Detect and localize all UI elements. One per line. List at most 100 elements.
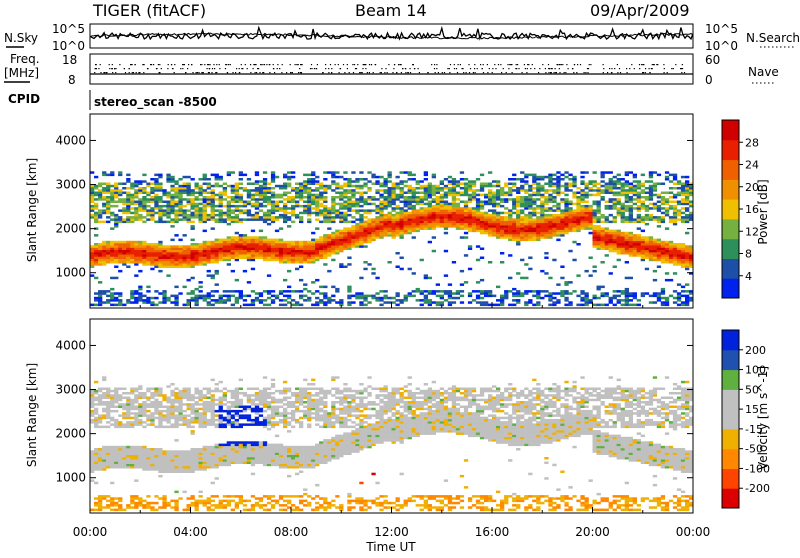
- power-cell: [331, 212, 335, 215]
- power-cell: [388, 214, 392, 217]
- power-cell: [629, 196, 633, 199]
- power-cell: [199, 212, 203, 215]
- power-cell: [351, 245, 355, 248]
- power-cell: [464, 207, 468, 210]
- power-cell: [315, 239, 319, 242]
- power-cell: [199, 250, 203, 253]
- power-cell: [247, 178, 251, 181]
- power-cell: [528, 214, 532, 217]
- power-cell: [134, 261, 138, 264]
- power-cell: [400, 180, 404, 183]
- power-cell: [299, 212, 303, 215]
- power-cell: [110, 259, 114, 262]
- power-cell: [657, 250, 661, 253]
- power-cell: [219, 212, 223, 215]
- power-cell: [524, 277, 528, 280]
- power-cell: [560, 232, 564, 235]
- power-cell: [379, 227, 383, 230]
- power-cell: [492, 230, 496, 233]
- power-cell: [170, 225, 174, 228]
- power-cell: [227, 299, 231, 302]
- power-cell: [392, 227, 396, 230]
- power-cell: [464, 192, 468, 195]
- power-cell: [339, 216, 343, 219]
- velocity-cell: [110, 446, 114, 449]
- power-cell: [219, 250, 223, 253]
- power-cell: [114, 243, 118, 246]
- nave-dot: [279, 68, 280, 69]
- power-cell: [331, 252, 335, 255]
- power-cell: [593, 212, 597, 215]
- power-cell: [275, 207, 279, 210]
- power-cell: [564, 297, 568, 300]
- power-cell: [580, 297, 584, 300]
- velocity-cell: [134, 408, 138, 411]
- power-cell: [239, 221, 243, 224]
- power-cell: [440, 290, 444, 293]
- power-cell: [271, 171, 275, 174]
- power-cell: [589, 218, 593, 221]
- power-cell: [400, 230, 404, 233]
- power-cell: [207, 183, 211, 186]
- power-cell: [388, 174, 392, 177]
- power-cell: [162, 214, 166, 217]
- power-cell: [468, 225, 472, 228]
- power-cell: [271, 290, 275, 293]
- power-cell: [251, 299, 255, 302]
- power-cell: [355, 239, 359, 242]
- power-cell: [178, 254, 182, 257]
- power-cell: [243, 209, 247, 212]
- power-cell: [211, 214, 215, 217]
- velocity-cell: [106, 392, 110, 395]
- power-cell: [613, 198, 617, 201]
- velocity-cell: [126, 414, 130, 417]
- power-cell: [287, 254, 291, 257]
- velocity-cell: [138, 457, 142, 460]
- velocity-cell: [102, 397, 106, 400]
- power-cell: [601, 221, 605, 224]
- power-cell: [98, 281, 102, 284]
- power-cell: [319, 292, 323, 295]
- power-cell: [468, 214, 472, 217]
- power-cell: [444, 196, 448, 199]
- power-cell: [291, 189, 295, 192]
- power-cell: [412, 272, 416, 275]
- power-cell: [311, 232, 315, 235]
- power-cell: [283, 248, 287, 251]
- power-cell: [307, 174, 311, 177]
- power-cell: [255, 257, 259, 260]
- power-cell: [408, 185, 412, 188]
- power-cell: [90, 245, 94, 248]
- power-cell: [327, 187, 331, 190]
- power-cell: [158, 176, 162, 179]
- power-cell: [464, 232, 468, 235]
- power-cell: [532, 203, 536, 206]
- power-cell: [359, 209, 363, 212]
- power-cell: [295, 203, 299, 206]
- power-cell: [564, 304, 568, 307]
- power-cell: [174, 248, 178, 251]
- power-cell: [641, 254, 645, 257]
- power-cell: [492, 227, 496, 230]
- power-cell: [524, 263, 528, 266]
- power-cell: [170, 301, 174, 304]
- power-cell: [343, 196, 347, 199]
- power-cell: [347, 203, 351, 206]
- power-cell: [641, 196, 645, 199]
- power-cell: [432, 212, 436, 215]
- power-cell: [665, 259, 669, 262]
- power-cell: [231, 236, 235, 239]
- power-cell: [355, 232, 359, 235]
- nave-dot: [325, 64, 326, 65]
- power-cell: [154, 194, 158, 197]
- velocity-cell: [94, 450, 98, 453]
- power-cell: [235, 299, 239, 302]
- power-cell: [102, 198, 106, 201]
- power-cell: [335, 232, 339, 235]
- power-cell: [685, 257, 689, 260]
- power-cell: [154, 266, 158, 269]
- power-cell: [508, 225, 512, 228]
- power-cell: [645, 241, 649, 244]
- power-cell: [645, 198, 649, 201]
- power-cell: [207, 178, 211, 181]
